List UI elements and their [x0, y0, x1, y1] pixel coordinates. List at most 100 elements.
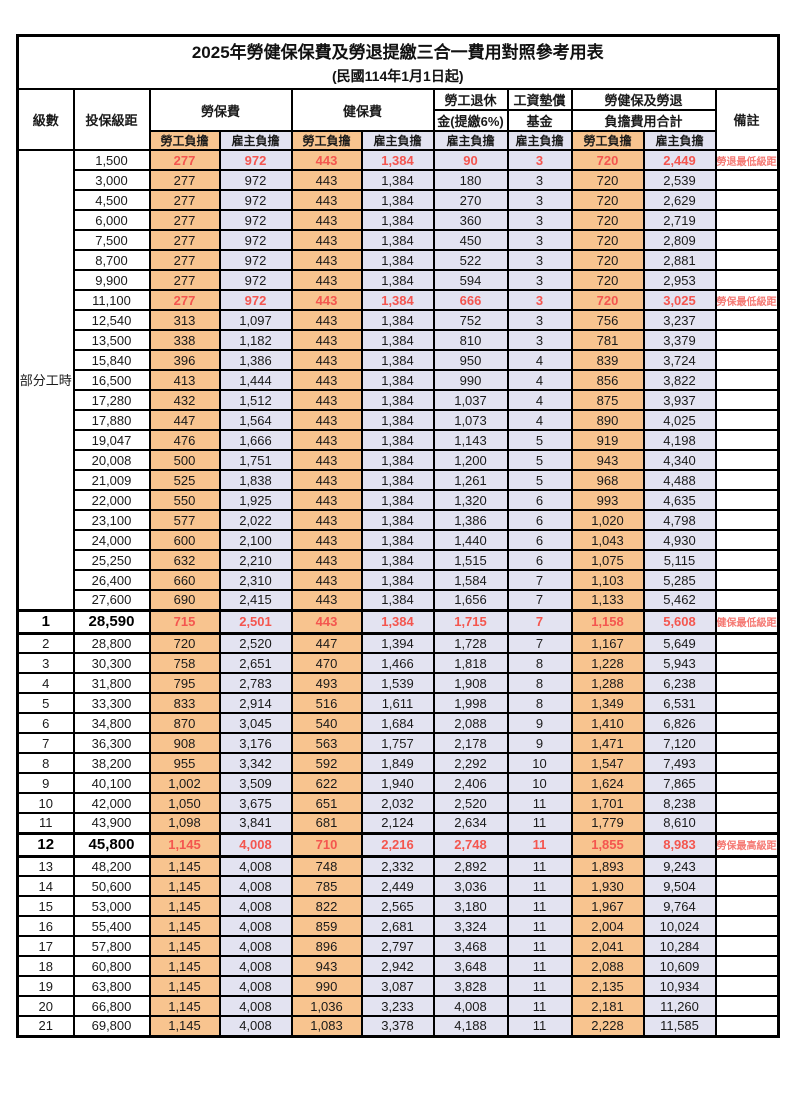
labor-employee-cell: 720 — [148, 632, 221, 654]
bracket-cell: 1,500 — [72, 149, 151, 171]
total-employee-cell: 1,288 — [570, 672, 645, 694]
labor-employee-cell: 525 — [148, 469, 221, 491]
total-employee-cell: 2,181 — [570, 995, 645, 1017]
labor-employee-cell: 277 — [148, 209, 221, 231]
labor-employee-cell: 690 — [148, 589, 221, 611]
bracket-cell: 9,900 — [72, 269, 151, 291]
labor-employee-cell: 795 — [148, 672, 221, 694]
health-employer-cell: 2,216 — [360, 831, 435, 858]
remark-cell — [714, 549, 779, 571]
table-row: 21,009 525 1,838 443 1,384 1,261 5 968 4,488 — [18, 469, 779, 491]
health-employer-cell: 1,384 — [360, 429, 435, 451]
subheader-wage-fund-employer: 雇主負擔 — [506, 130, 573, 151]
labor-employee-cell: 277 — [148, 289, 221, 311]
health-employee-cell: 443 — [290, 329, 363, 351]
labor-employee-cell: 500 — [148, 449, 221, 471]
labor-employee-cell: 550 — [148, 489, 221, 511]
health-employee-cell: 443 — [290, 229, 363, 251]
pension-employer-cell: 2,892 — [432, 855, 509, 877]
health-employer-cell: 1,466 — [360, 652, 435, 674]
bracket-cell: 45,800 — [72, 831, 151, 858]
wage-fund-employer-cell: 3 — [506, 189, 573, 211]
bracket-cell: 11,100 — [72, 289, 151, 311]
total-employee-cell: 1,167 — [570, 632, 645, 654]
total-employee-cell: 993 — [570, 489, 645, 511]
level-cell: 9 — [16, 772, 75, 794]
pension-employer-cell: 2,520 — [432, 792, 509, 814]
labor-employer-cell: 4,008 — [218, 875, 293, 897]
col-header-health-fee: 健保費 — [290, 88, 435, 132]
bracket-cell: 55,400 — [72, 915, 151, 937]
total-employee-cell: 1,701 — [570, 792, 645, 814]
total-employee-cell: 2,004 — [570, 915, 645, 937]
total-employer-cell: 5,608 — [642, 608, 717, 635]
labor-employer-cell: 972 — [218, 269, 293, 291]
table-row: 11 43,900 1,098 3,841 681 2,124 2,634 11 1,779 8,… — [16, 812, 779, 834]
level-cell: 2 — [16, 632, 75, 654]
wage-fund-employer-cell: 4 — [506, 389, 573, 411]
health-employer-cell: 1,757 — [360, 732, 435, 754]
pension-employer-cell: 1,515 — [432, 549, 509, 571]
remark-cell — [714, 772, 779, 794]
wage-fund-employer-cell: 3 — [506, 309, 573, 331]
health-employer-cell: 1,940 — [360, 772, 435, 794]
col-header-wage-fund-line1: 工資墊償 — [506, 88, 573, 111]
total-employee-cell: 1,228 — [570, 652, 645, 674]
health-employer-cell: 3,087 — [360, 975, 435, 997]
wage-fund-employer-cell: 3 — [506, 169, 573, 191]
total-employee-cell: 1,855 — [570, 831, 645, 858]
bracket-cell: 43,900 — [72, 812, 151, 834]
health-employer-cell: 1,384 — [360, 549, 435, 571]
remark-cell — [714, 672, 779, 694]
health-employer-cell: 2,032 — [360, 792, 435, 814]
health-employee-cell: 443 — [290, 549, 363, 571]
labor-employee-cell: 313 — [148, 309, 221, 331]
table-row: 4,500 277 972 443 1,384 270 3 720 2,629 — [18, 189, 779, 211]
remark-cell — [714, 409, 779, 431]
total-employee-cell: 720 — [570, 169, 645, 191]
remark-cell — [714, 229, 779, 251]
total-employer-cell: 9,764 — [642, 895, 717, 917]
level-cell: 17 — [16, 935, 75, 957]
health-employer-cell: 2,797 — [360, 935, 435, 957]
col-header-total-line2: 負擔費用合計 — [570, 109, 717, 132]
level-cell: 8 — [16, 752, 75, 774]
remark-cell — [714, 189, 779, 211]
health-employer-cell: 1,384 — [360, 369, 435, 391]
remark-cell — [714, 169, 779, 191]
wage-fund-employer-cell: 4 — [506, 409, 573, 431]
wage-fund-employer-cell: 9 — [506, 732, 573, 754]
health-employer-cell: 1,384 — [360, 169, 435, 191]
health-employee-cell: 748 — [290, 855, 363, 877]
bracket-cell: 27,600 — [72, 589, 151, 611]
subheader-pension-employer: 雇主負擔 — [432, 130, 509, 151]
health-employee-cell: 622 — [290, 772, 363, 794]
pension-employer-cell: 90 — [432, 149, 509, 171]
level-cell: 18 — [16, 955, 75, 977]
table-row: 12,540 313 1,097 443 1,384 752 3 756 3,237 — [18, 309, 779, 331]
pension-employer-cell: 666 — [432, 289, 509, 311]
title-cell: 2025年勞健保保費及勞退提繳三合一費用對照參考用表 (民國114年1月1日起) — [16, 34, 779, 90]
remark-cell — [714, 1015, 779, 1037]
labor-employee-cell: 338 — [148, 329, 221, 351]
col-header-labor-fee: 勞保費 — [148, 88, 293, 132]
wage-fund-employer-cell: 3 — [506, 289, 573, 311]
wage-fund-employer-cell: 8 — [506, 692, 573, 714]
total-employer-cell: 11,585 — [642, 1015, 717, 1037]
labor-employee-cell: 277 — [148, 149, 221, 171]
level-cell: 11 — [16, 812, 75, 834]
labor-employer-cell: 4,008 — [218, 975, 293, 997]
table-row: 17 57,800 1,145 4,008 896 2,797 3,468 11 2,041 10… — [16, 935, 779, 957]
total-employer-cell: 3,724 — [642, 349, 717, 371]
bracket-cell: 53,000 — [72, 895, 151, 917]
table-row: 19,047 476 1,666 443 1,384 1,143 5 919 4,198 — [18, 429, 779, 451]
remark-cell — [714, 995, 779, 1017]
total-employee-cell: 890 — [570, 409, 645, 431]
health-employer-cell: 1,384 — [360, 449, 435, 471]
bracket-cell: 6,000 — [72, 209, 151, 231]
table-row: 13,500 338 1,182 443 1,384 810 3 781 3,379 — [18, 329, 779, 351]
remark-cell — [714, 329, 779, 351]
pension-employer-cell: 2,406 — [432, 772, 509, 794]
labor-employer-cell: 2,100 — [218, 529, 293, 551]
remark-cell — [714, 895, 779, 917]
